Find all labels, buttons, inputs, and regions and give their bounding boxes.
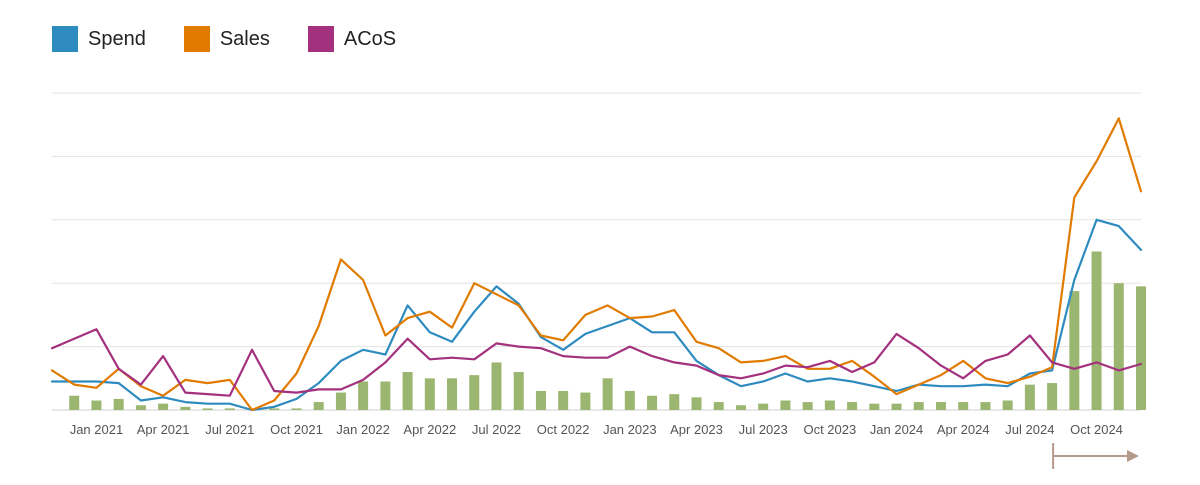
bar[interactable] — [1002, 400, 1013, 410]
bar[interactable] — [824, 400, 835, 410]
x-tick-label: Jan 2023 — [603, 422, 657, 437]
x-tick-label: Apr 2022 — [403, 422, 456, 437]
bar[interactable] — [580, 392, 591, 410]
bar[interactable] — [402, 371, 413, 410]
series-line-acos[interactable] — [50, 328, 1143, 397]
legend-label-sales: Sales — [219, 27, 270, 50]
bar[interactable] — [202, 408, 213, 410]
bar[interactable] — [1047, 383, 1058, 410]
bar[interactable] — [1136, 286, 1146, 410]
bar[interactable] — [113, 398, 124, 410]
bar[interactable] — [1091, 251, 1102, 411]
bar[interactable] — [69, 395, 80, 410]
legend-swatch-sales — [183, 26, 210, 52]
bar[interactable] — [91, 400, 102, 410]
bar-series — [69, 251, 1146, 411]
bar[interactable] — [269, 408, 280, 410]
bar[interactable] — [380, 381, 391, 410]
x-tick-label: Jan 2021 — [70, 422, 124, 437]
bar[interactable] — [491, 362, 502, 410]
bar[interactable] — [935, 402, 946, 410]
legend-label-spend: Spend — [88, 27, 146, 50]
legend-swatch-spend — [52, 26, 78, 52]
bar[interactable] — [758, 403, 769, 410]
bar[interactable] — [1113, 283, 1124, 410]
bar[interactable] — [180, 406, 191, 410]
chart-legend: Spend Sales ACoS — [52, 26, 396, 52]
x-tick-label: Oct 2021 — [270, 422, 323, 437]
legend-item-sales[interactable]: Sales — [183, 26, 270, 52]
bar[interactable] — [669, 394, 680, 410]
gridlines — [52, 92, 1141, 411]
bar[interactable] — [224, 408, 235, 410]
bar[interactable] — [513, 371, 524, 410]
x-axis-ticks: Jan 2021 Apr 2021 Jul 2021 Oct 2021 Jan 2022… — [70, 422, 1123, 437]
bar[interactable] — [913, 402, 924, 410]
x-tick-label: Oct 2022 — [537, 422, 590, 437]
bar[interactable] — [424, 378, 435, 410]
bar[interactable] — [980, 402, 991, 410]
series-line-sales[interactable] — [50, 117, 1143, 412]
legend-label-acos: ACoS — [343, 27, 397, 50]
x-tick-label: Jul 2021 — [205, 422, 254, 437]
x-tick-label: Jan 2024 — [870, 422, 924, 437]
range-indicator — [1052, 443, 1139, 469]
x-tick-label: Jan 2022 — [336, 422, 390, 437]
bar[interactable] — [602, 378, 613, 410]
bar[interactable] — [735, 405, 746, 410]
bar[interactable] — [135, 405, 146, 410]
bar[interactable] — [447, 378, 458, 410]
legend-item-spend[interactable]: Spend — [52, 26, 146, 52]
bar[interactable] — [158, 403, 169, 410]
bar[interactable] — [691, 397, 702, 410]
x-tick-label: Oct 2023 — [803, 422, 856, 437]
bar[interactable] — [335, 392, 346, 410]
x-tick-label: Apr 2021 — [137, 422, 190, 437]
x-tick-label: Apr 2024 — [937, 422, 990, 437]
x-tick-label: Jul 2024 — [1005, 422, 1054, 437]
bar[interactable] — [802, 402, 813, 410]
x-tick-label: Oct 2024 — [1070, 422, 1123, 437]
x-tick-label: Jul 2023 — [739, 422, 788, 437]
bar[interactable] — [958, 402, 969, 410]
x-tick-label: Jul 2022 — [472, 422, 521, 437]
bar[interactable] — [869, 403, 880, 410]
bar[interactable] — [1069, 291, 1080, 410]
bar[interactable] — [891, 403, 902, 410]
x-tick-label: Apr 2023 — [670, 422, 723, 437]
bar[interactable] — [713, 402, 724, 410]
bar[interactable] — [647, 395, 658, 410]
bar[interactable] — [535, 390, 546, 410]
range-arrowhead-icon — [1127, 450, 1139, 462]
bar[interactable] — [1024, 384, 1035, 410]
series-line-spend[interactable] — [50, 218, 1143, 412]
legend-item-acos[interactable]: ACoS — [307, 26, 397, 52]
line-series — [50, 117, 1143, 412]
bar[interactable] — [624, 390, 635, 410]
bar[interactable] — [780, 400, 791, 410]
bar[interactable] — [847, 402, 858, 410]
bar[interactable] — [358, 381, 369, 410]
bar[interactable] — [469, 375, 480, 410]
bar[interactable] — [291, 408, 302, 410]
bar[interactable] — [313, 402, 324, 410]
bar[interactable] — [558, 390, 569, 410]
legend-swatch-acos — [307, 26, 334, 52]
